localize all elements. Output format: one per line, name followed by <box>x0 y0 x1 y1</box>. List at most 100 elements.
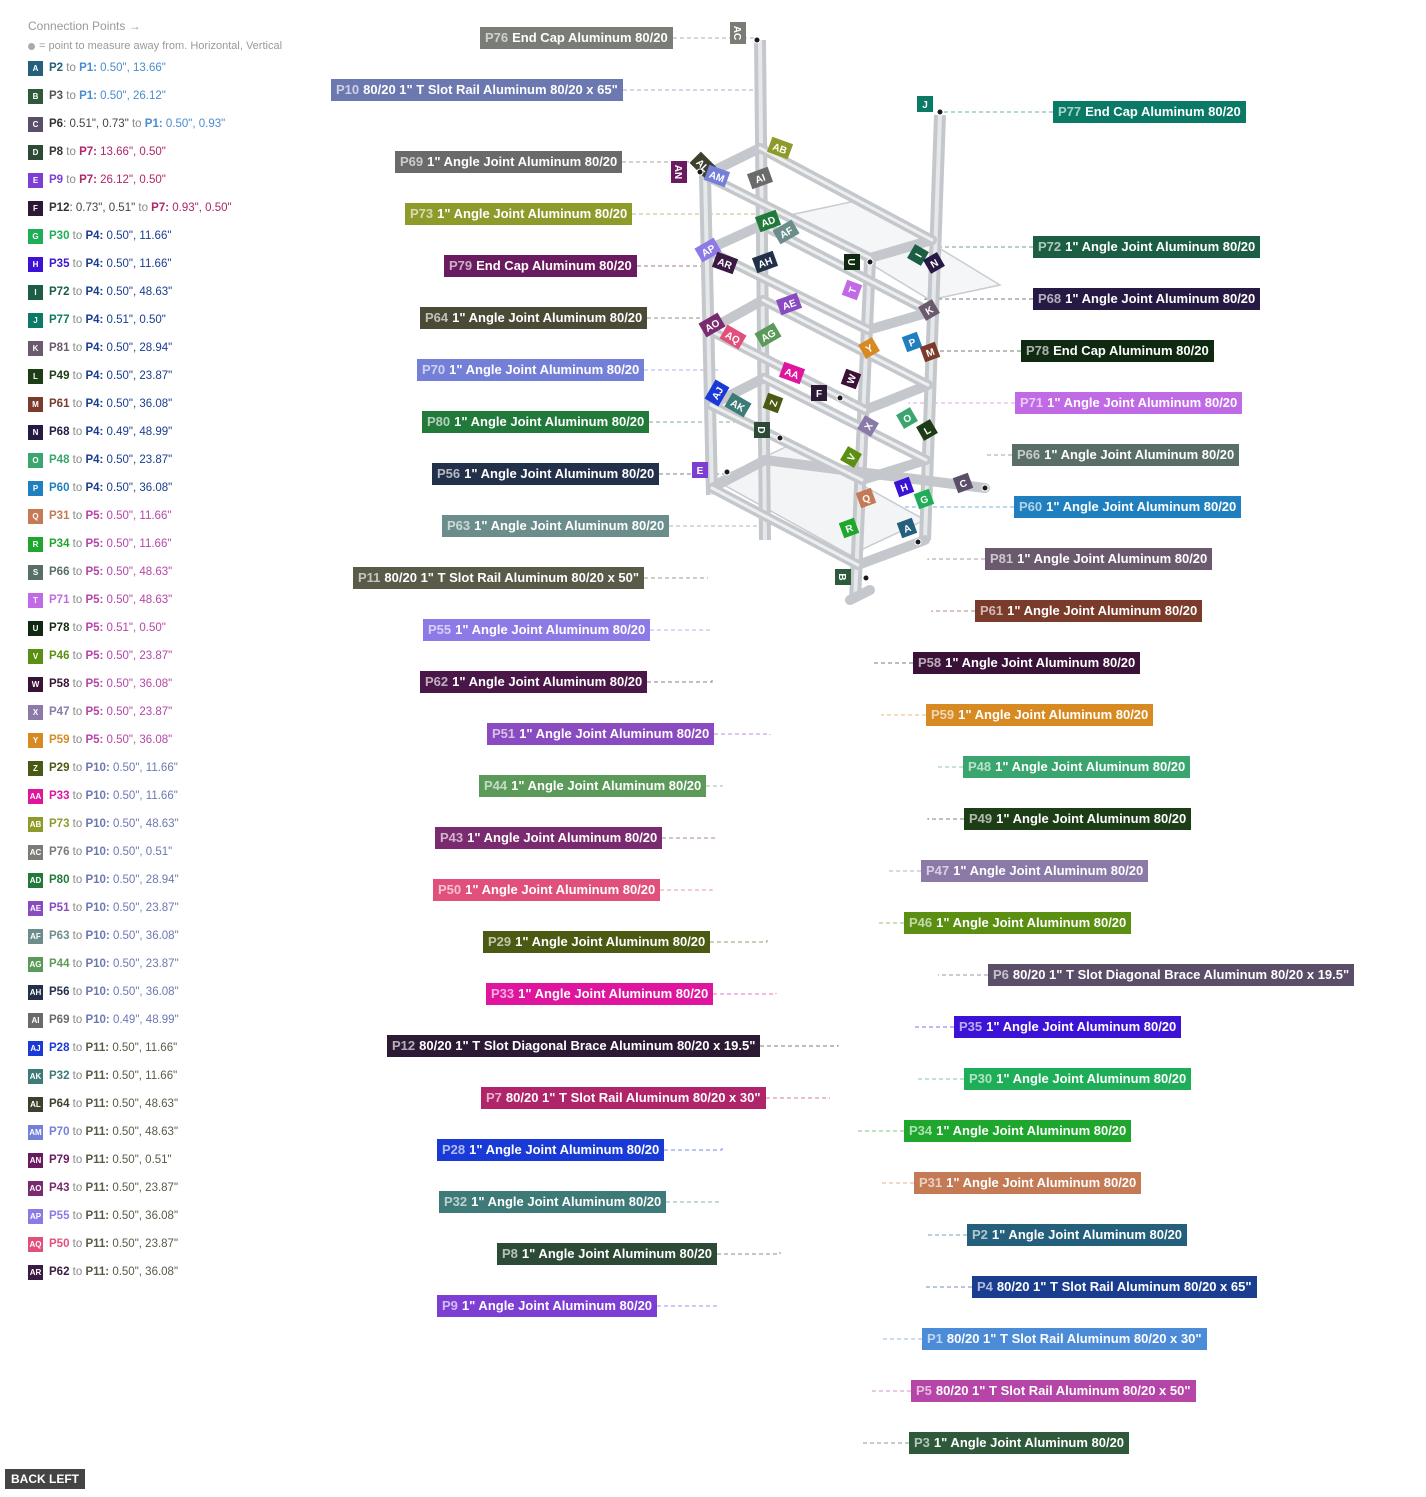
part-label-p29[interactable]: P29 1" Angle Joint Aluminum 80/20 <box>483 931 711 953</box>
connection-badge-t[interactable]: T <box>841 279 863 301</box>
connection-badge-k[interactable]: K <box>918 299 940 321</box>
connection-badge-ac[interactable]: AC <box>730 22 746 44</box>
part-label-p3[interactable]: P3 1" Angle Joint Aluminum 80/20 <box>909 1432 1130 1454</box>
legend-row-x: X P47 to P5: 0.50", 23.87" <box>28 704 328 732</box>
part-label-p6[interactable]: P6 80/20 1" T Slot Diagonal Brace Aluminu… <box>988 964 1355 986</box>
connection-badge-r[interactable]: R <box>838 517 860 539</box>
part-label-p2[interactable]: P2 1" Angle Joint Aluminum 80/20 <box>967 1224 1188 1246</box>
part-label-p76[interactable]: P76 End Cap Aluminum 80/20 <box>480 27 673 49</box>
part-label-p11[interactable]: P11 80/20 1" T Slot Rail Aluminum 80/20 x… <box>353 567 645 589</box>
connection-badge-a[interactable]: A <box>896 517 918 539</box>
part-label-p4[interactable]: P4 80/20 1" T Slot Rail Aluminum 80/20 x … <box>972 1276 1257 1298</box>
part-label-p50[interactable]: P50 1" Angle Joint Aluminum 80/20 <box>433 879 661 901</box>
connection-badge-u[interactable]: U <box>844 254 860 270</box>
connection-badge-an[interactable]: AN <box>671 161 687 183</box>
legend-row-text: P43 to P11: 0.50", 23.87" <box>49 1182 179 1194</box>
part-label-p49[interactable]: P49 1" Angle Joint Aluminum 80/20 <box>964 808 1192 830</box>
part-label-p66[interactable]: P66 1" Angle Joint Aluminum 80/20 <box>1012 444 1240 466</box>
part-label-p61[interactable]: P61 1" Angle Joint Aluminum 80/20 <box>975 600 1203 622</box>
part-label-p81[interactable]: P81 1" Angle Joint Aluminum 80/20 <box>985 548 1213 570</box>
connection-badge-h[interactable]: H <box>893 476 915 498</box>
connection-badge-f[interactable]: F <box>811 385 827 401</box>
connection-badge-c[interactable]: C <box>952 472 974 494</box>
part-label-p60[interactable]: P60 1" Angle Joint Aluminum 80/20 <box>1014 496 1242 518</box>
part-label-p69[interactable]: P69 1" Angle Joint Aluminum 80/20 <box>395 151 623 173</box>
part-label-p73[interactable]: P73 1" Angle Joint Aluminum 80/20 <box>405 203 633 225</box>
connection-badge-g[interactable]: G <box>913 488 935 510</box>
connection-badge-ao[interactable]: AO <box>698 312 726 338</box>
part-label-p77[interactable]: P77 End Cap Aluminum 80/20 <box>1053 101 1246 123</box>
part-label-p46[interactable]: P46 1" Angle Joint Aluminum 80/20 <box>904 912 1132 934</box>
part-label-p10[interactable]: P10 80/20 1" T Slot Rail Aluminum 80/20 x… <box>331 79 623 101</box>
part-label-p56[interactable]: P56 1" Angle Joint Aluminum 80/20 <box>432 463 660 485</box>
part-label-p43[interactable]: P43 1" Angle Joint Aluminum 80/20 <box>435 827 663 849</box>
connection-badge-o[interactable]: O <box>896 407 918 429</box>
leader-line-p51 <box>714 733 771 735</box>
connection-badge-e[interactable]: E <box>692 462 708 478</box>
part-label-p80[interactable]: P80 1" Angle Joint Aluminum 80/20 <box>422 411 650 433</box>
part-label-p68[interactable]: P68 1" Angle Joint Aluminum 80/20 <box>1033 288 1261 310</box>
connection-badge-ad[interactable]: AD <box>754 209 782 233</box>
part-label-p28[interactable]: P28 1" Angle Joint Aluminum 80/20 <box>437 1139 665 1161</box>
part-label-p48[interactable]: P48 1" Angle Joint Aluminum 80/20 <box>963 756 1191 778</box>
connection-badge-z[interactable]: Z <box>762 392 784 414</box>
connection-badge-ap[interactable]: AP <box>694 237 722 263</box>
part-label-p1[interactable]: P1 80/20 1" T Slot Rail Aluminum 80/20 x … <box>922 1328 1207 1350</box>
legend-row-b: B P3 to P1: 0.50", 26.12" <box>28 88 328 116</box>
part-label-p55[interactable]: P55 1" Angle Joint Aluminum 80/20 <box>423 619 651 641</box>
part-label-p32[interactable]: P32 1" Angle Joint Aluminum 80/20 <box>439 1191 667 1213</box>
part-label-p8[interactable]: P8 1" Angle Joint Aluminum 80/20 <box>497 1243 718 1265</box>
part-label-p71[interactable]: P71 1" Angle Joint Aluminum 80/20 <box>1015 392 1243 414</box>
connection-badge-ak[interactable]: AK <box>724 392 752 418</box>
part-label-p5[interactable]: P5 80/20 1" T Slot Rail Aluminum 80/20 x … <box>911 1380 1196 1402</box>
part-label-p78[interactable]: P78 End Cap Aluminum 80/20 <box>1021 340 1214 362</box>
svg-text:U: U <box>845 258 856 265</box>
connection-badge-ae[interactable]: AE <box>775 292 803 316</box>
connection-badge-ah[interactable]: AH <box>751 250 779 274</box>
part-label-p33[interactable]: P33 1" Angle Joint Aluminum 80/20 <box>486 983 714 1005</box>
part-label-p31[interactable]: P31 1" Angle Joint Aluminum 80/20 <box>914 1172 1142 1194</box>
connection-badge-j[interactable]: J <box>917 96 933 112</box>
connection-badge-ar[interactable]: AR <box>711 251 739 275</box>
connection-badge-b[interactable]: B <box>835 569 851 585</box>
part-label-p72[interactable]: P72 1" Angle Joint Aluminum 80/20 <box>1033 236 1261 258</box>
part-label-p35[interactable]: P35 1" Angle Joint Aluminum 80/20 <box>954 1016 1182 1038</box>
part-label-p64[interactable]: P64 1" Angle Joint Aluminum 80/20 <box>420 307 648 329</box>
connection-badge-am[interactable]: AM <box>703 164 731 188</box>
connection-badge-x[interactable]: X <box>857 415 879 437</box>
connection-badge-y[interactable]: Y <box>858 337 880 359</box>
connection-badge-n[interactable]: N <box>923 252 945 274</box>
part-label-p47[interactable]: P47 1" Angle Joint Aluminum 80/20 <box>921 860 1149 882</box>
part-label-p9[interactable]: P9 1" Angle Joint Aluminum 80/20 <box>437 1295 658 1317</box>
connection-badge-ab[interactable]: AB <box>766 136 794 160</box>
part-label-p58[interactable]: P58 1" Angle Joint Aluminum 80/20 <box>913 652 1141 674</box>
connection-badge-aa[interactable]: AA <box>778 361 806 385</box>
part-label-p7[interactable]: P7 80/20 1" T Slot Rail Aluminum 80/20 x … <box>481 1087 766 1109</box>
part-label-p30[interactable]: P30 1" Angle Joint Aluminum 80/20 <box>964 1068 1192 1090</box>
connection-badge-d[interactable]: D <box>754 422 770 438</box>
connection-badge-q[interactable]: Q <box>855 487 877 509</box>
back-left-button[interactable]: BACK LEFT <box>5 1469 85 1489</box>
part-label-p62[interactable]: P62 1" Angle Joint Aluminum 80/20 <box>420 671 648 693</box>
part-label-p63[interactable]: P63 1" Angle Joint Aluminum 80/20 <box>442 515 670 537</box>
connection-badge-l[interactable]: L <box>916 419 938 441</box>
part-label-p59[interactable]: P59 1" Angle Joint Aluminum 80/20 <box>926 704 1154 726</box>
part-name: 1" Angle Joint Aluminum 80/20 <box>1044 447 1235 462</box>
part-label-p70[interactable]: P70 1" Angle Joint Aluminum 80/20 <box>417 359 645 381</box>
connection-badge-ag[interactable]: AG <box>754 322 782 348</box>
legend-row-ao: AO P43 to P11: 0.50", 23.87" <box>28 1180 328 1208</box>
connection-badge-m[interactable]: M <box>919 341 941 363</box>
connection-badge-v[interactable]: V <box>840 446 862 468</box>
connection-badge-ai[interactable]: AI <box>746 166 774 190</box>
part-label-p51[interactable]: P51 1" Angle Joint Aluminum 80/20 <box>487 723 715 745</box>
part-label-p34[interactable]: P34 1" Angle Joint Aluminum 80/20 <box>904 1120 1132 1142</box>
connection-badge-aj[interactable]: AJ <box>704 379 730 407</box>
connection-badge-af[interactable]: AF <box>772 219 800 245</box>
connection-badge-aq[interactable]: AQ <box>719 324 747 350</box>
part-id: P78 <box>1026 343 1050 358</box>
part-label-p79[interactable]: P79 End Cap Aluminum 80/20 <box>444 255 637 277</box>
part-label-p12[interactable]: P12 80/20 1" T Slot Diagonal Brace Alumin… <box>387 1035 761 1057</box>
connection-badge-w[interactable]: W <box>840 368 862 390</box>
part-label-p44[interactable]: P44 1" Angle Joint Aluminum 80/20 <box>479 775 707 797</box>
connection-badge-p[interactable]: P <box>901 331 923 353</box>
